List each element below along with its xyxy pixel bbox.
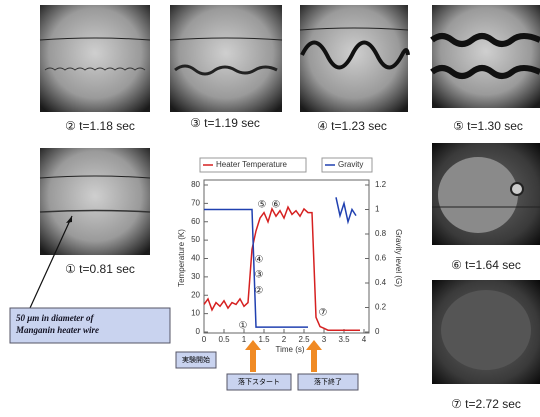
photo bbox=[432, 280, 540, 384]
photo bbox=[40, 148, 150, 255]
photo bbox=[300, 5, 408, 112]
annotation: ② bbox=[255, 286, 264, 297]
y2-tick-label: 0.6 bbox=[375, 254, 387, 263]
x-tick-label: 1 bbox=[242, 335, 247, 344]
x-axis-label: Time (s) bbox=[275, 345, 304, 354]
x-tick-label: 0.5 bbox=[218, 335, 230, 344]
y2-tick-label: 0.8 bbox=[375, 229, 387, 238]
annotation: ⑦ bbox=[319, 308, 328, 319]
series-line bbox=[204, 207, 360, 330]
y-tick-label: 20 bbox=[191, 290, 200, 299]
y-tick-label: 30 bbox=[191, 272, 200, 281]
annotation: ⑤ bbox=[258, 200, 267, 211]
y2-tick-label: 0 bbox=[375, 327, 380, 336]
y2-tick-label: 0.4 bbox=[375, 278, 387, 287]
y2-tick-label: 1 bbox=[375, 205, 380, 214]
stage-label: 落下スタート bbox=[238, 377, 280, 386]
photo bbox=[432, 143, 540, 245]
orange-arrow bbox=[245, 340, 261, 372]
note-text: Manganin heater wire bbox=[15, 325, 99, 335]
stage-label: 落下終了 bbox=[314, 377, 342, 386]
annotation: ⑥ bbox=[272, 200, 281, 211]
x-tick-label: 3 bbox=[322, 335, 327, 344]
stage-label: 実験開始 bbox=[182, 355, 210, 364]
y-tick-label: 70 bbox=[191, 198, 200, 207]
y-tick-label: 80 bbox=[191, 180, 200, 189]
x-tick-label: 4 bbox=[362, 335, 367, 344]
y-axis-label: Temperature (K) bbox=[177, 229, 186, 287]
note-text: 50 μm in diameter of bbox=[16, 313, 95, 323]
y-tick-label: 10 bbox=[191, 309, 200, 318]
annotation: ③ bbox=[255, 270, 264, 281]
photo-caption: ⑥ t=1.64 sec bbox=[451, 258, 521, 272]
series-line bbox=[204, 197, 356, 327]
legend-label: Gravity bbox=[338, 160, 363, 169]
x-tick-label: 2.5 bbox=[298, 335, 310, 344]
y-tick-label: 40 bbox=[191, 254, 200, 263]
x-tick-label: 2 bbox=[282, 335, 287, 344]
y-tick-label: 0 bbox=[196, 327, 201, 336]
photo-caption: ② t=1.18 sec bbox=[65, 119, 135, 133]
orange-arrow bbox=[306, 340, 322, 372]
y2-tick-label: 1.2 bbox=[375, 180, 387, 189]
annotation: ① bbox=[239, 321, 248, 332]
x-tick-label: 3.5 bbox=[338, 335, 350, 344]
y2-axis-label: Gravity level (G) bbox=[394, 229, 403, 287]
x-tick-label: 1.5 bbox=[258, 335, 270, 344]
photo-caption: ① t=0.81 sec bbox=[65, 262, 135, 276]
y2-tick-label: 0.2 bbox=[375, 303, 387, 312]
photo bbox=[432, 5, 540, 108]
y-tick-label: 60 bbox=[191, 217, 200, 226]
x-tick-label: 0 bbox=[202, 335, 207, 344]
y-tick-label: 50 bbox=[191, 235, 200, 244]
photo bbox=[40, 5, 150, 112]
photo bbox=[170, 5, 282, 112]
photo-caption: ⑦ t=2.72 sec bbox=[451, 397, 521, 411]
photo-caption: ⑤ t=1.30 sec bbox=[453, 119, 523, 133]
photo-caption: ④ t=1.23 sec bbox=[317, 119, 387, 133]
photo-caption: ③ t=1.19 sec bbox=[190, 116, 260, 130]
annotation: ④ bbox=[255, 255, 264, 266]
legend-label: Heater Temperature bbox=[216, 160, 288, 169]
figure: ② t=1.18 sec ③ t=1.19 sec ④ t=1.23 sec ⑤ t=… bbox=[0, 0, 540, 417]
